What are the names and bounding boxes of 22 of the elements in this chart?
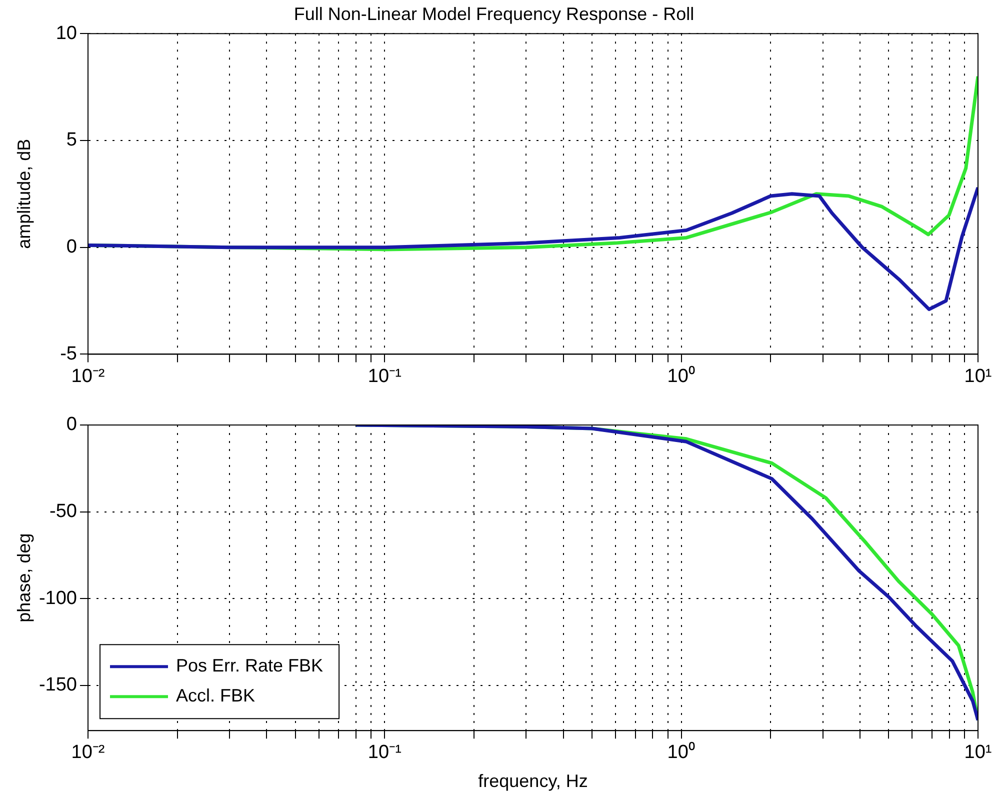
y-tick-label: -50 <box>50 501 77 522</box>
y-tick-label: 0 <box>66 236 77 258</box>
legend-label: Accl. FBK <box>176 686 256 706</box>
legend-label: Pos Err. Rate FBK <box>176 656 324 676</box>
y-tick-label: -150 <box>38 674 77 696</box>
x-tick-label: 10⁻¹ <box>368 742 402 764</box>
x-tick-label: 10¹ <box>964 742 992 764</box>
y-axis-title: phase, deg <box>14 533 34 622</box>
y-tick-label: 5 <box>66 130 77 151</box>
x-axis-title: frequency, Hz <box>478 771 588 792</box>
x-tick-label: 10⁻² <box>71 742 105 764</box>
x-tick-label: 10⁰ <box>667 364 696 387</box>
y-tick-label: -100 <box>38 588 77 609</box>
y-axis-title: amplitude, dB <box>14 138 34 249</box>
y-tick-label: -5 <box>60 343 77 364</box>
x-tick-label: 10⁻¹ <box>368 366 402 387</box>
y-tick-label: 0 <box>66 414 77 436</box>
x-tick-label: 10⁻² <box>71 366 105 387</box>
x-tick-label: 10⁰ <box>667 741 696 764</box>
x-tick-label: 10¹ <box>964 366 992 387</box>
chart-title: Full Non-Linear Model Frequency Response - Roll <box>294 4 694 24</box>
y-tick-label: 10 <box>56 22 77 44</box>
